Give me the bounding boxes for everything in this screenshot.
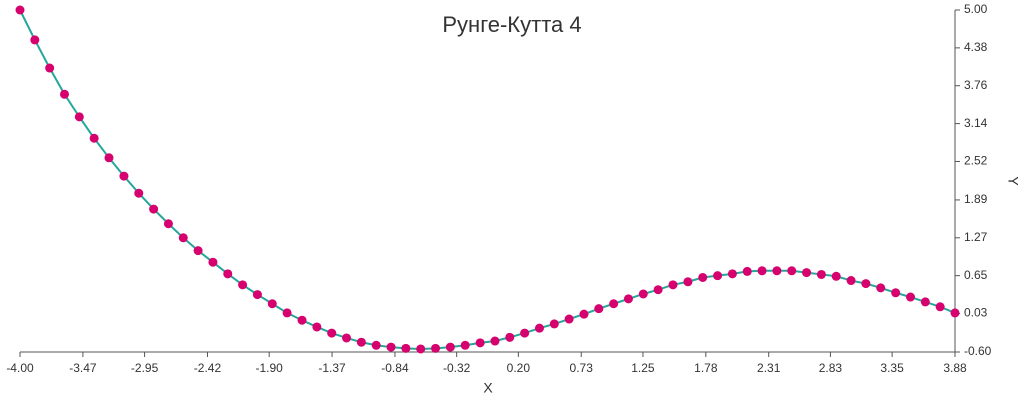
point xyxy=(609,299,619,309)
y-tick-label: 0.03 xyxy=(964,306,988,320)
x-tick-label: 0.20 xyxy=(507,361,531,375)
x-axis-label: X xyxy=(483,380,493,396)
point xyxy=(935,302,945,312)
point xyxy=(59,89,69,99)
point xyxy=(297,315,307,325)
x-tick-label: -1.37 xyxy=(318,361,346,375)
point xyxy=(282,308,292,318)
y-tick-label: 3.76 xyxy=(964,78,988,92)
y-tick-label: 5.00 xyxy=(964,2,988,16)
x-tick-label: -2.42 xyxy=(194,361,222,375)
point xyxy=(74,112,84,122)
point xyxy=(772,266,782,276)
point xyxy=(416,344,426,354)
point xyxy=(534,323,544,333)
point xyxy=(460,340,470,350)
point xyxy=(445,342,455,352)
point xyxy=(861,279,871,289)
point xyxy=(594,304,604,314)
point xyxy=(757,266,767,276)
y-tick-label: 3.14 xyxy=(964,116,988,130)
x-tick-label: 2.31 xyxy=(757,361,781,375)
point xyxy=(876,283,886,293)
point xyxy=(15,5,25,15)
point xyxy=(623,294,633,304)
point xyxy=(638,289,648,299)
point xyxy=(149,204,159,214)
x-tick-label: -2.95 xyxy=(131,361,159,375)
y-tick-label: 0.65 xyxy=(964,268,988,282)
point xyxy=(104,153,114,163)
point xyxy=(564,314,574,324)
point xyxy=(906,292,916,302)
point xyxy=(431,343,441,353)
point xyxy=(549,319,559,329)
point xyxy=(846,276,856,286)
point xyxy=(920,297,930,307)
point xyxy=(950,308,960,318)
point xyxy=(505,332,515,342)
point xyxy=(312,322,322,332)
point xyxy=(831,271,841,281)
x-tick-label: 2.83 xyxy=(819,361,843,375)
point xyxy=(653,285,663,295)
point xyxy=(816,269,826,279)
x-tick-label: 3.88 xyxy=(943,361,967,375)
point xyxy=(891,288,901,298)
point xyxy=(475,338,485,348)
point xyxy=(178,233,188,243)
point xyxy=(698,272,708,282)
point xyxy=(119,171,129,181)
point xyxy=(252,290,262,300)
point xyxy=(30,35,40,45)
point xyxy=(371,340,381,350)
point xyxy=(742,266,752,276)
point xyxy=(490,336,500,346)
y-tick-label: -0.60 xyxy=(964,344,992,358)
series-line xyxy=(19,9,956,350)
point xyxy=(267,299,277,309)
point xyxy=(401,343,411,353)
y-tick-label: 2.52 xyxy=(964,154,988,168)
x-tick-label: 3.35 xyxy=(880,361,904,375)
point xyxy=(45,63,55,73)
point xyxy=(223,269,233,279)
point xyxy=(386,342,396,352)
chart-title: Рунге-Кутта 4 xyxy=(442,12,581,37)
point xyxy=(713,271,723,281)
point xyxy=(193,246,203,256)
point xyxy=(787,266,797,276)
x-tick-label: 1.25 xyxy=(631,361,655,375)
y-axis-label: Y xyxy=(1005,176,1021,186)
x-tick-label: -1.90 xyxy=(255,361,283,375)
point xyxy=(238,280,248,290)
point xyxy=(89,133,99,143)
point xyxy=(208,257,218,267)
point xyxy=(683,277,693,287)
y-tick-label: 1.27 xyxy=(964,230,988,244)
point xyxy=(134,188,144,198)
x-tick-label: -0.32 xyxy=(443,361,471,375)
x-tick-label: -3.47 xyxy=(69,361,97,375)
point xyxy=(668,280,678,290)
point xyxy=(802,268,812,278)
y-tick-label: 4.38 xyxy=(964,40,988,54)
x-tick-label: -0.84 xyxy=(381,361,409,375)
x-tick-label: -4.00 xyxy=(6,361,34,375)
x-tick-label: 0.73 xyxy=(570,361,594,375)
x-tick-label: 1.78 xyxy=(694,361,718,375)
y-tick-label: 1.89 xyxy=(964,192,988,206)
point xyxy=(356,337,366,347)
point xyxy=(579,309,589,319)
point xyxy=(520,328,530,338)
point xyxy=(342,333,352,343)
point xyxy=(727,269,737,279)
point xyxy=(327,328,337,338)
point xyxy=(163,219,173,229)
